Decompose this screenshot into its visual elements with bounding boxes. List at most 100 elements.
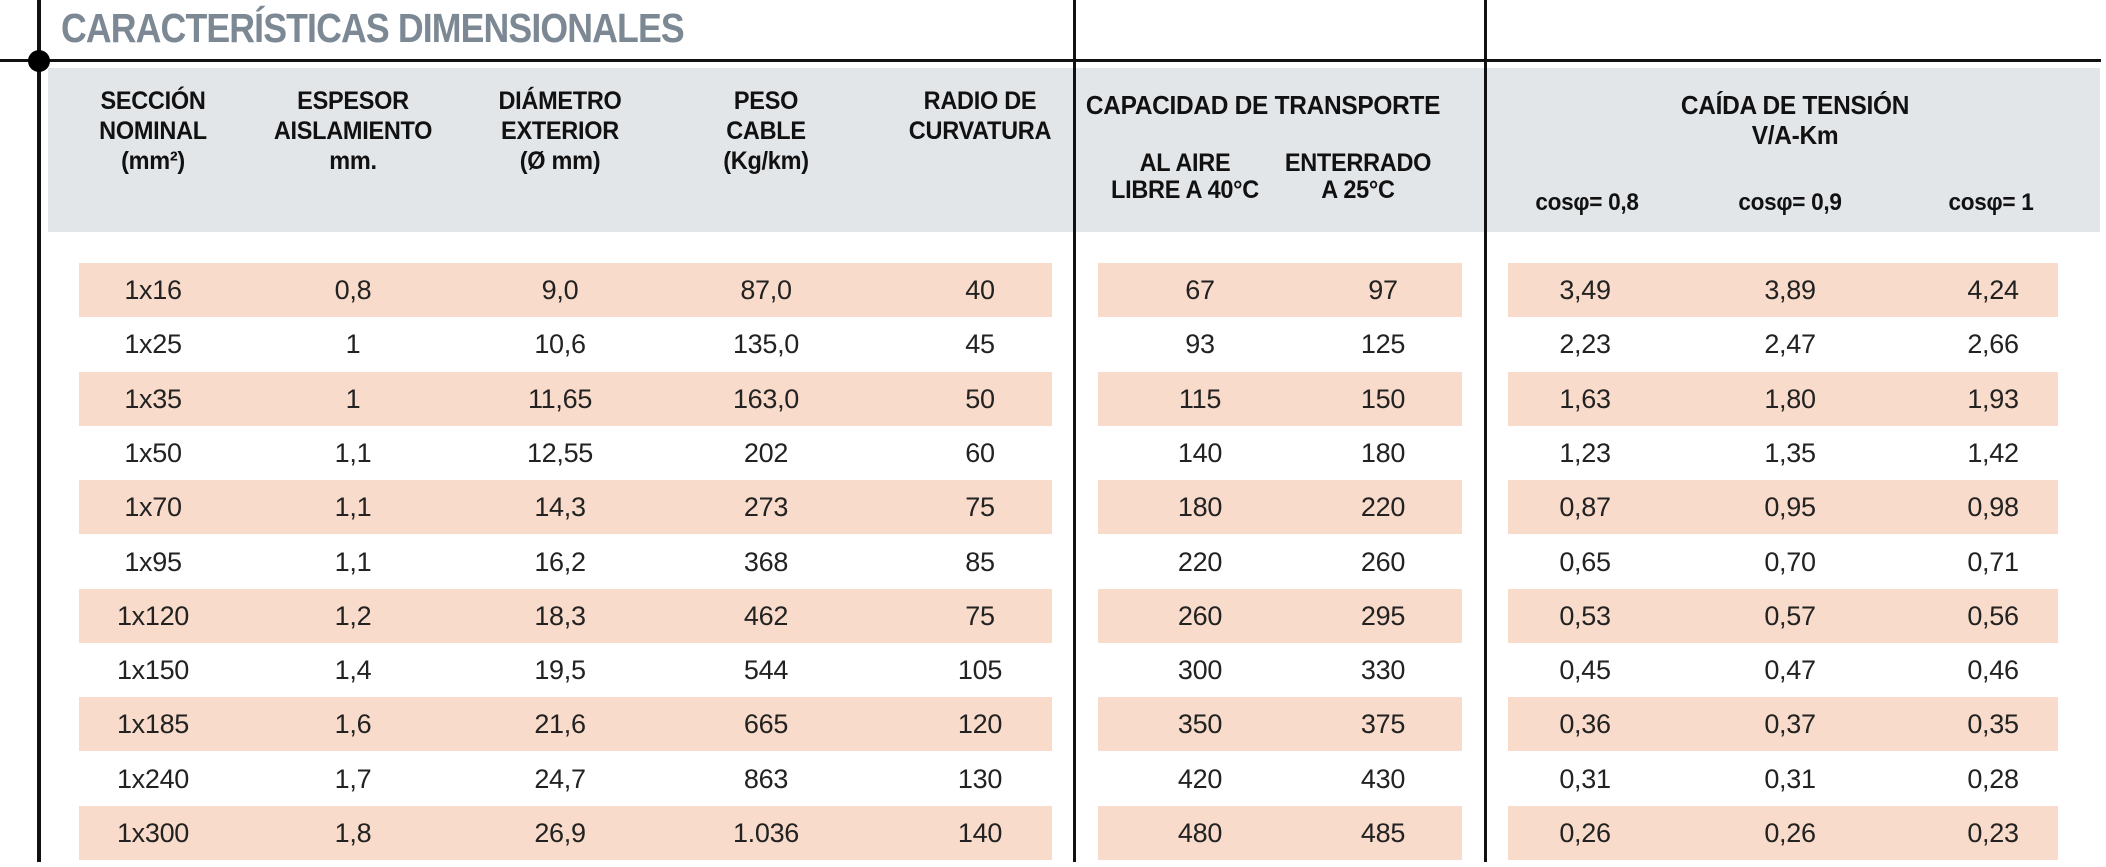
header-group-capacidad-transporte: CAPACIDAD DE TRANSPORTE	[1085, 90, 1441, 120]
cell-radio-curvatura: 60	[965, 437, 995, 468]
cell-cos-1: 0,71	[1967, 546, 2019, 577]
column-divider-2	[1484, 0, 1487, 862]
top-rule-line	[0, 59, 2101, 62]
header-diametro-exterior: DIÁMETRO EXTERIOR (Ø mm)	[498, 87, 622, 175]
cell-seccion-nominal: 1x50	[124, 437, 182, 468]
cell-cos-0-8: 0,36	[1559, 709, 1611, 740]
cell-cos-0-8: 2,23	[1559, 329, 1611, 360]
cell-seccion-nominal: 1x150	[116, 655, 190, 686]
header-radio-curvatura: RADIO DE CURVATURA	[908, 87, 1052, 145]
cell-cos-0-8: 0,65	[1559, 546, 1611, 577]
cell-enterrado: 260	[1360, 546, 1406, 577]
cell-espesor-aislamiento: 1	[345, 383, 361, 414]
cell-seccion-nominal: 1x240	[116, 763, 190, 794]
table-row: 1x150 1,4 19,5 544 105 300 330 0,45 0,47 0,46	[0, 643, 2106, 697]
cell-cos-1: 0,23	[1967, 818, 2019, 848]
cell-cos-0-9: 1,80	[1764, 383, 1816, 414]
cell-cos-0-8: 1,63	[1559, 383, 1611, 414]
cell-cos-0-9: 0,95	[1764, 492, 1816, 523]
cell-cos-0-9: 3,89	[1764, 275, 1816, 305]
cell-cos-1: 0,56	[1967, 600, 2019, 631]
cell-espesor-aislamiento: 1,1	[334, 546, 372, 577]
cell-radio-curvatura: 120	[957, 709, 1003, 740]
cell-diametro-exterior: 26,9	[534, 818, 586, 848]
row-stripe	[79, 806, 1052, 860]
header-cos-1: cosφ= 1	[1948, 189, 2034, 216]
cell-cos-0-9: 0,31	[1764, 763, 1816, 794]
crop-mark-dot-icon	[28, 50, 50, 72]
cell-al-aire-libre: 350	[1177, 709, 1223, 740]
table-row: 1x70 1,1 14,3 273 75 180 220 0,87 0,95 0,98	[0, 480, 2106, 535]
cell-seccion-nominal: 1x35	[124, 383, 182, 414]
cell-cos-1: 2,66	[1967, 329, 2019, 360]
cell-cos-1: 0,28	[1967, 763, 2019, 794]
header-al-aire-libre: AL AIRE LIBRE A 40°C	[1111, 149, 1259, 204]
row-stripe	[1508, 697, 2058, 752]
cell-diametro-exterior: 14,3	[534, 492, 586, 523]
cell-espesor-aislamiento: 1,1	[334, 437, 372, 468]
column-divider-1	[1073, 0, 1076, 862]
cell-enterrado: 375	[1360, 709, 1406, 740]
cell-radio-curvatura: 130	[957, 763, 1003, 794]
cell-cos-0-8: 0,45	[1559, 655, 1611, 686]
cell-al-aire-libre: 480	[1177, 818, 1223, 848]
cell-diametro-exterior: 18,3	[534, 600, 586, 631]
cell-peso-cable: 1.036	[732, 818, 800, 848]
row-stripe	[1098, 806, 1462, 860]
header-espesor-aislamiento: ESPESOR AISLAMIENTO mm.	[273, 87, 433, 175]
cell-enterrado: 150	[1360, 383, 1406, 414]
cell-diametro-exterior: 12,55	[526, 437, 594, 468]
row-stripe	[1508, 480, 2058, 535]
cell-al-aire-libre: 300	[1177, 655, 1223, 686]
cell-enterrado: 125	[1360, 329, 1406, 360]
cell-diametro-exterior: 10,6	[534, 329, 586, 360]
row-stripe	[1508, 371, 2058, 426]
cell-cos-0-9: 2,47	[1764, 329, 1816, 360]
cell-peso-cable: 202	[743, 437, 789, 468]
cell-cos-0-8: 0,53	[1559, 600, 1611, 631]
cell-seccion-nominal: 1x95	[124, 546, 182, 577]
header-group-caida-tension: CAÍDA DE TENSIÓN V/A-Km	[1680, 90, 1910, 150]
cell-al-aire-libre: 260	[1177, 600, 1223, 631]
cell-cos-0-9: 0,70	[1764, 546, 1816, 577]
row-stripe	[79, 588, 1052, 643]
left-margin-line	[37, 0, 41, 862]
cell-espesor-aislamiento: 0,8	[334, 275, 372, 305]
cell-peso-cable: 863	[743, 763, 789, 794]
cell-cos-0-8: 0,31	[1559, 763, 1611, 794]
cell-diametro-exterior: 9,0	[541, 275, 579, 305]
cell-cos-1: 4,24	[1967, 275, 2019, 305]
cell-al-aire-libre: 93	[1185, 329, 1215, 360]
row-stripe	[1508, 263, 2058, 317]
row-stripe	[79, 480, 1052, 535]
cell-espesor-aislamiento: 1,8	[334, 818, 372, 848]
table-row: 1x25 1 10,6 135,0 45 93 125 2,23 2,47 2,66	[0, 317, 2106, 371]
cell-al-aire-libre: 140	[1177, 437, 1223, 468]
cell-diametro-exterior: 21,6	[534, 709, 586, 740]
cell-seccion-nominal: 1x25	[124, 329, 182, 360]
row-stripe	[1508, 806, 2058, 860]
table-row: 1x185 1,6 21,6 665 120 350 375 0,36 0,37 0,35	[0, 697, 2106, 752]
cell-cos-1: 1,93	[1967, 383, 2019, 414]
cell-seccion-nominal: 1x185	[116, 709, 190, 740]
row-stripe	[1098, 697, 1462, 752]
header-enterrado: ENTERRADO A 25°C	[1284, 149, 1432, 204]
row-stripe	[1098, 263, 1462, 317]
table-row: 1x240 1,7 24,7 863 130 420 430 0,31 0,31 0,28	[0, 752, 2106, 806]
cell-al-aire-libre: 420	[1177, 763, 1223, 794]
cell-seccion-nominal: 1x16	[124, 275, 182, 305]
cell-seccion-nominal: 1x70	[124, 492, 182, 523]
cell-espesor-aislamiento: 1	[345, 329, 361, 360]
cell-al-aire-libre: 180	[1177, 492, 1223, 523]
cell-peso-cable: 135,0	[732, 329, 800, 360]
header-peso-cable: PESO CABLE (Kg/km)	[723, 87, 809, 175]
page-title: CARACTERÍSTICAS DIMENSIONALES	[61, 5, 685, 51]
table-row: 1x35 1 11,65 163,0 50 115 150 1,63 1,80 1,93	[0, 371, 2106, 426]
cell-cos-0-8: 0,26	[1559, 818, 1611, 848]
cell-cos-0-9: 0,37	[1764, 709, 1816, 740]
header-cos-0-9: cosφ= 0,9	[1738, 189, 1842, 216]
row-stripe	[1508, 588, 2058, 643]
cell-al-aire-libre: 220	[1177, 546, 1223, 577]
table-row: 1x50 1,1 12,55 202 60 140 180 1,23 1,35 1,42	[0, 426, 2106, 480]
